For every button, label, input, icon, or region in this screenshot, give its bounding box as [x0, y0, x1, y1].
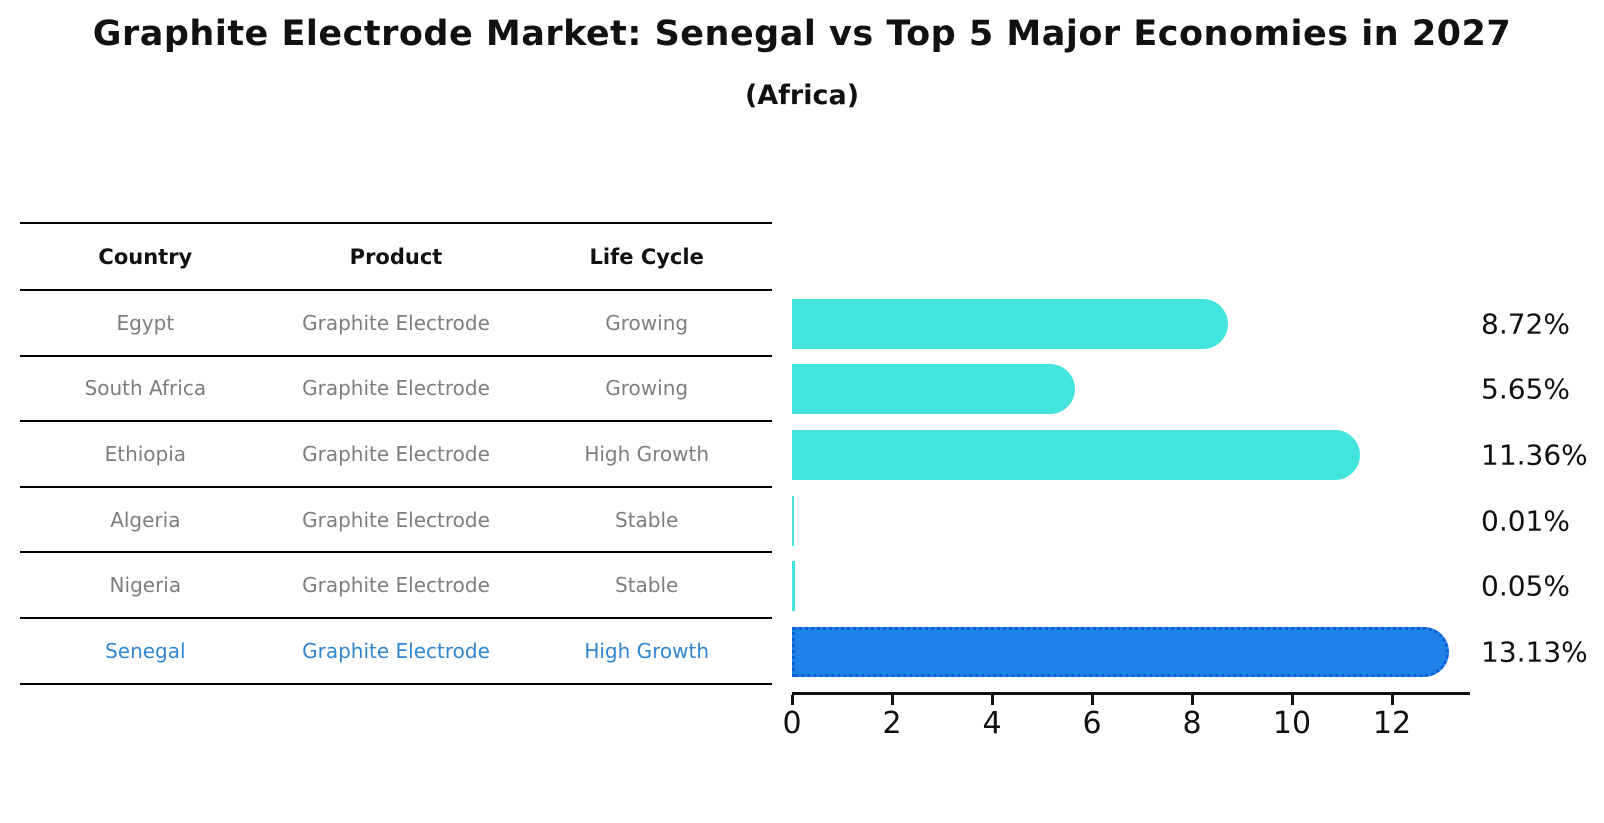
bar-south-africa	[792, 364, 1075, 415]
cell-product: Graphite Electrode	[302, 507, 490, 532]
x-axis-tick-label: 12	[1372, 706, 1412, 741]
table-row-senegal: Senegal Graphite Electrode High Growth	[20, 619, 772, 685]
bar-ethiopia	[792, 429, 1360, 480]
value-label-senegal: 13.13%	[1481, 635, 1588, 669]
value-label-south-africa: 5.65%	[1481, 372, 1570, 406]
x-axis-tick-mark	[990, 695, 994, 705]
column-header-country: Country	[98, 244, 193, 269]
cell-life-cycle: Growing	[605, 310, 689, 335]
cell-country: Nigeria	[109, 573, 182, 598]
cell-country: Algeria	[110, 507, 181, 532]
x-axis-tick-label: 0	[782, 706, 802, 741]
cell-country: Senegal	[105, 638, 186, 663]
cell-life-cycle: Stable	[615, 507, 679, 532]
x-axis-line	[792, 692, 1470, 695]
cell-life-cycle: High Growth	[584, 441, 710, 466]
value-label-algeria: 0.01%	[1481, 504, 1570, 538]
x-axis-tick-mark	[1190, 695, 1194, 705]
x-axis-tick-mark	[790, 695, 794, 705]
bar-row-egypt: 8.72%	[792, 291, 1604, 357]
table-row-ethiopia: Ethiopia Graphite Electrode High Growth	[20, 422, 772, 488]
cell-life-cycle: High Growth	[584, 638, 710, 663]
table-header-row: Country Product Life Cycle	[20, 224, 772, 291]
x-axis-tick-mark	[1090, 695, 1094, 705]
cell-country: South Africa	[84, 376, 207, 401]
bar-row-algeria: 0.01%	[792, 488, 1604, 554]
x-axis-tick-label: 6	[1082, 706, 1102, 741]
cell-life-cycle: Stable	[615, 573, 679, 598]
chart-title: Graphite Electrode Market: Senegal vs To…	[92, 14, 1512, 54]
value-label-egypt: 8.72%	[1481, 307, 1570, 341]
x-axis-tick-mark	[1290, 695, 1294, 705]
x-axis-tick-mark	[890, 695, 894, 705]
cell-country: Ethiopia	[104, 441, 187, 466]
chart-subtitle: (Africa)	[744, 80, 860, 111]
x-axis-tick-mark	[1390, 695, 1394, 705]
bar-egypt	[792, 298, 1228, 349]
bar-row-nigeria: 0.05%	[792, 553, 1604, 619]
table-row-south-africa: South Africa Graphite Electrode Growing	[20, 357, 772, 423]
x-axis: 0 2 4 6 8 10 12	[782, 692, 1470, 752]
value-label-nigeria: 0.05%	[1481, 569, 1570, 603]
column-header-product: Product	[349, 244, 443, 269]
cell-country: Egypt	[116, 310, 175, 335]
table-row-algeria: Algeria Graphite Electrode Stable	[20, 488, 772, 554]
value-label-ethiopia: 11.36%	[1481, 438, 1588, 472]
bar-row-senegal: 13.13%	[792, 619, 1604, 685]
country-table: Country Product Life Cycle Egypt Graphit…	[20, 222, 772, 685]
bar-algeria	[792, 495, 794, 546]
cell-product: Graphite Electrode	[302, 441, 490, 466]
bar-senegal-highlighted	[792, 626, 1449, 677]
bar-row-south-africa: 5.65%	[792, 357, 1604, 423]
bar-row-ethiopia: 11.36%	[792, 422, 1604, 488]
cell-life-cycle: Growing	[605, 376, 689, 401]
column-header-life-cycle: Life Cycle	[589, 244, 704, 269]
bar-chart-plot-area: 8.72% 5.65% 11.36% 0.01% 0.05% 13.13%	[792, 291, 1604, 685]
table-row-nigeria: Nigeria Graphite Electrode Stable	[20, 553, 772, 619]
cell-product: Graphite Electrode	[302, 310, 490, 335]
table-row-egypt: Egypt Graphite Electrode Growing	[20, 291, 772, 357]
cell-product: Graphite Electrode	[302, 573, 490, 598]
cell-product: Graphite Electrode	[302, 638, 490, 663]
cell-product: Graphite Electrode	[302, 376, 490, 401]
x-axis-tick-label: 10	[1272, 706, 1312, 741]
x-axis-tick-label: 4	[982, 706, 1002, 741]
x-axis-tick-label: 8	[1182, 706, 1202, 741]
bar-nigeria	[792, 561, 795, 612]
x-axis-tick-label: 2	[882, 706, 902, 741]
